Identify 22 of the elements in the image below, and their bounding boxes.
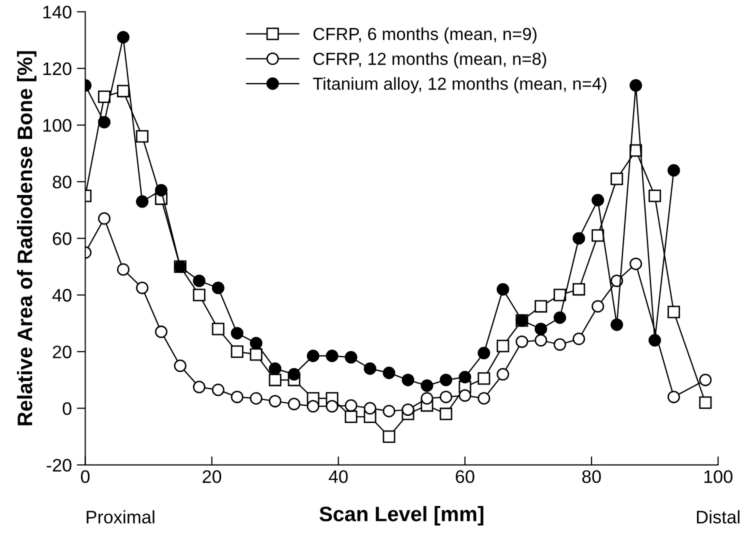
y-tick-label: 0 xyxy=(62,402,72,415)
y-tick-label: 140 xyxy=(43,6,72,18)
legend-label: Titanium alloy, 12 months (mean, n=4) xyxy=(312,77,606,94)
x-tick-label: 40 xyxy=(328,470,348,484)
x-tick-label: 80 xyxy=(582,470,601,484)
y-tick-label: -20 xyxy=(46,458,72,472)
x-axis-title: Scan Level [mm] xyxy=(319,506,484,526)
text: Distal xyxy=(696,510,740,524)
x-tick-label: 0 xyxy=(80,470,90,484)
x-tick-label: 100 xyxy=(704,470,732,484)
y-tick-label: 100 xyxy=(43,118,72,132)
y-tick-label: 40 xyxy=(52,288,72,302)
x-tick-label: 20 xyxy=(202,470,222,484)
y-tick-label: 80 xyxy=(52,176,72,188)
y-tick-label: 20 xyxy=(52,346,72,358)
x-tick-label: 60 xyxy=(456,470,474,484)
text: Proximal xyxy=(86,510,154,524)
y-axis-title: Relative Area of Radiodense Bone [%] xyxy=(16,51,36,426)
legend-label: CFRP, 12 months (mean, n=8) xyxy=(313,52,546,68)
legend-label: CFRP, 6 months (mean, n=9) xyxy=(313,27,537,44)
y-tick-label: 60 xyxy=(52,232,72,246)
y-tick-label: 120 xyxy=(43,62,72,76)
